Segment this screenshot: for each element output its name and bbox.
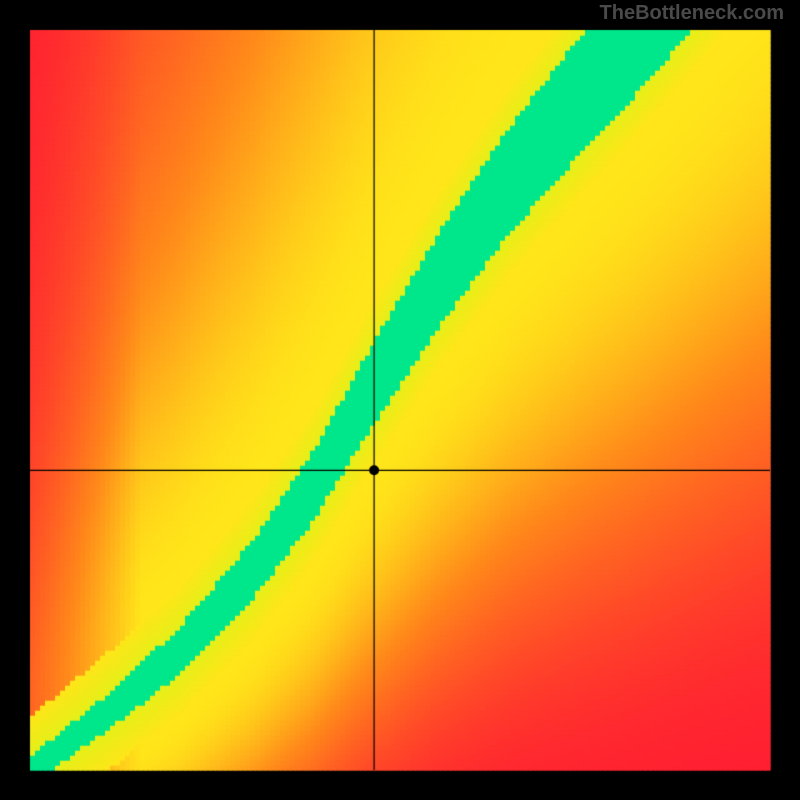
bottleneck-heatmap	[0, 0, 800, 800]
chart-container: TheBottleneck.com	[0, 0, 800, 800]
watermark-text: TheBottleneck.com	[600, 2, 784, 25]
